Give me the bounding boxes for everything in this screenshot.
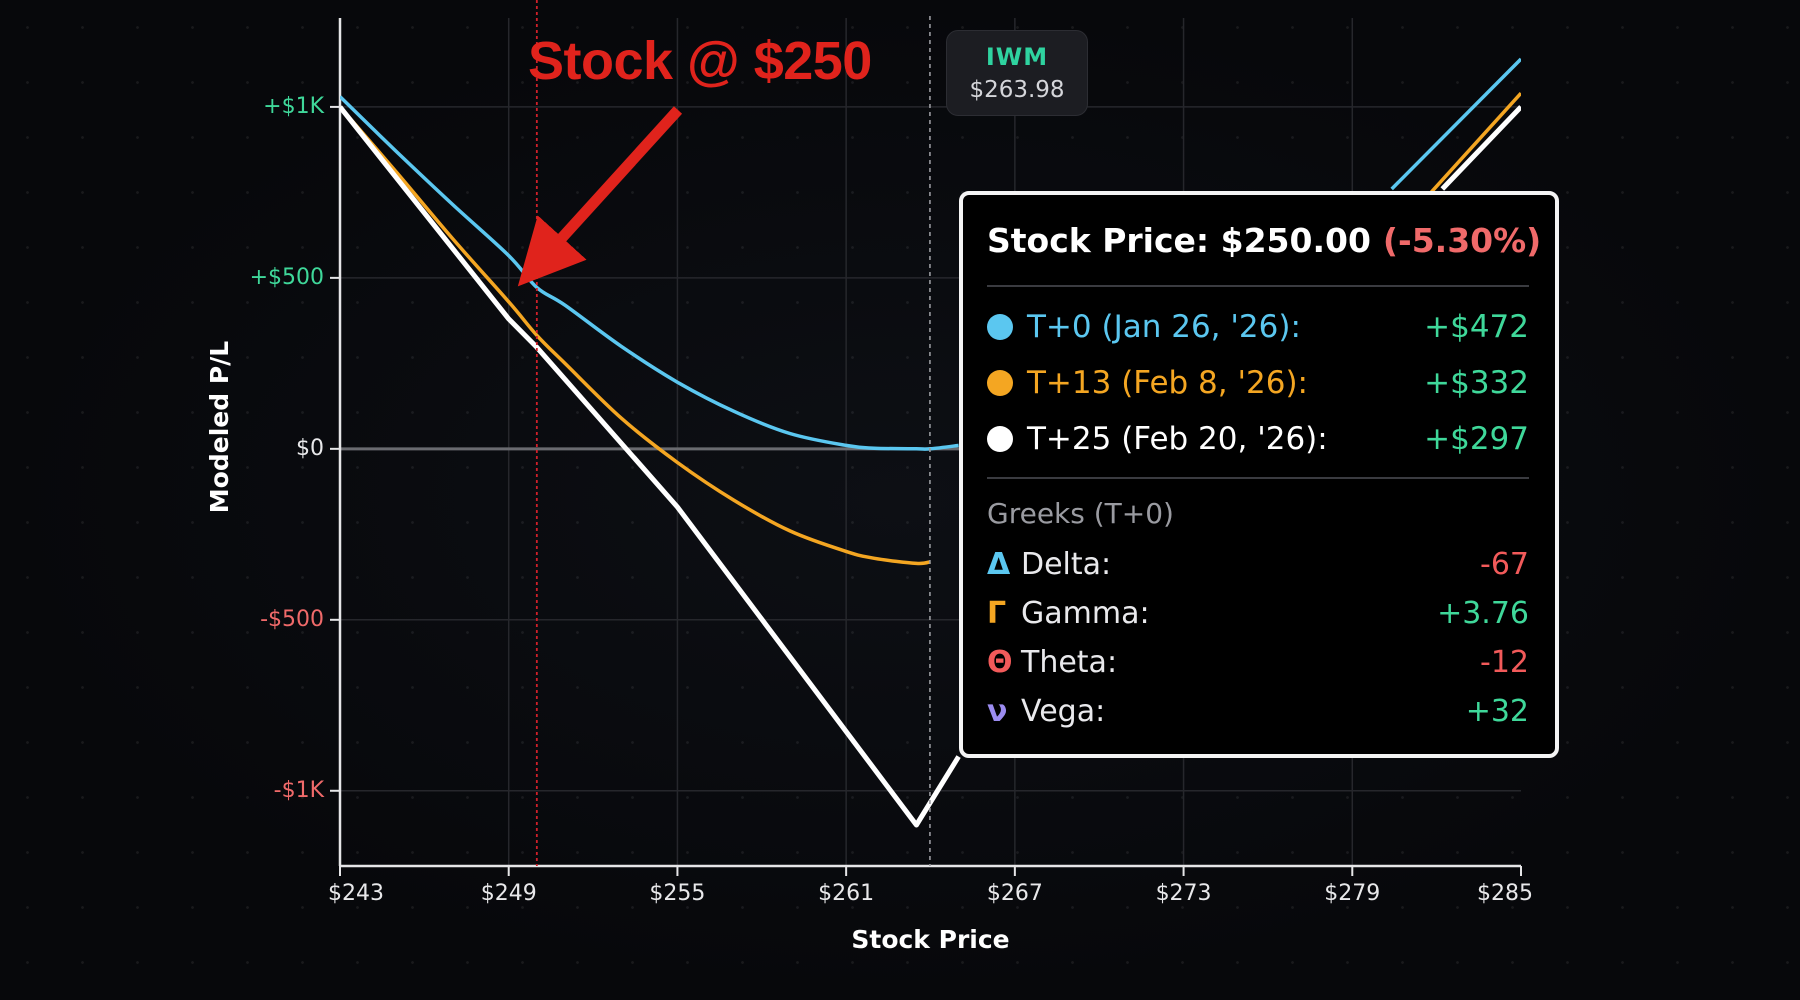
tooltip-series-row: T+25 (Feb 20, '26): +$297 [987,411,1529,467]
greek-name: Vega: [1021,694,1106,729]
tooltip-series-label: T+0 (Jan 26, '26): [1027,309,1301,345]
greek-row-theta: Θ Theta: -12 [987,638,1529,687]
tooltip-series-label: T+25 (Feb 20, '26): [1027,421,1328,457]
y-tick-label: -$1K [274,778,325,803]
vega-icon: ν [987,694,1008,729]
t13-dot-icon [987,370,1013,396]
annotation-label: Stock @ $250 [528,31,872,91]
ticker-badge: IWM $263.98 [946,30,1088,116]
delta-icon: Δ [987,547,1011,582]
y-tick-label: $0 [296,436,324,461]
tooltip-series-list: T+0 (Jan 26, '26): +$472 T+13 (Feb 8, '2… [987,287,1529,479]
tooltip-series-value: +$297 [1424,421,1529,457]
series-line-t25 [340,105,961,828]
series-line-t13 [340,105,931,566]
t25-dot-icon [987,426,1013,452]
y-tick-label: +$500 [250,265,324,290]
annotation-arrow [517,106,683,287]
tooltip-series-label: T+13 (Feb 8, '26): [1027,365,1308,401]
series-line-t0-right [1390,57,1521,191]
tooltip-price-change: (-5.30%) [1382,220,1542,260]
greek-value: -12 [1480,645,1529,680]
greek-value: +32 [1465,694,1529,729]
greek-name: Delta: [1021,547,1112,582]
tooltip-series-row: T+13 (Feb 8, '26): +$332 [987,355,1529,411]
tooltip-series-value: +$472 [1424,309,1529,345]
greek-row-vega: ν Vega: +32 [987,687,1529,736]
series-line-t25-right [1440,105,1521,191]
greek-row-delta: Δ Delta: -67 [987,540,1529,589]
greek-value: +3.76 [1437,596,1529,631]
ticker-price: $263.98 [969,77,1065,103]
price-markers [535,0,931,866]
price-tooltip: Stock Price: $250.00 (-5.30%) T+0 (Jan 2… [959,191,1559,758]
t0-dot-icon [987,314,1013,340]
greeks-title: Greeks (T+0) [987,497,1174,530]
y-tick-label: -$500 [260,607,324,632]
x-tick-label: $243 [328,881,384,906]
series-line-t13-right [1429,92,1521,194]
x-tick-label: $279 [1324,881,1380,906]
theta-icon: Θ [987,645,1013,680]
x-tick-label: $267 [987,881,1043,906]
greek-row-gamma: Γ Gamma: +3.76 [987,589,1529,638]
greek-name: Gamma: [1021,596,1150,631]
ticker-symbol: IWM [985,43,1049,71]
x-tick-label: $285 [1477,881,1533,906]
greek-name: Theta: [1021,645,1118,680]
axis-labels: +$1K +$500 $0 -$500 -$1K $243 $249 $255 $261 $267… [205,94,1533,954]
x-tick-label: $255 [649,881,705,906]
y-tick-label: +$1K [263,94,324,119]
y-axis-title: Modeled P/L [205,341,234,513]
greek-value: -67 [1480,547,1529,582]
x-tick-label: $273 [1156,881,1212,906]
tooltip-stock-price: Stock Price: $250.00 [987,220,1371,260]
tooltip-series-row: T+0 (Jan 26, '26): +$472 [987,299,1529,355]
tooltip-series-value: +$332 [1424,365,1529,401]
gamma-icon: Γ [987,596,1007,631]
x-tick-label: $261 [818,881,874,906]
series-line-t0 [340,95,959,451]
tooltip-header: Stock Price: $250.00 (-5.30%) [987,195,1541,287]
x-tick-label: $249 [481,881,537,906]
series-lines [340,57,1521,828]
x-axis-title: Stock Price [851,925,1009,954]
